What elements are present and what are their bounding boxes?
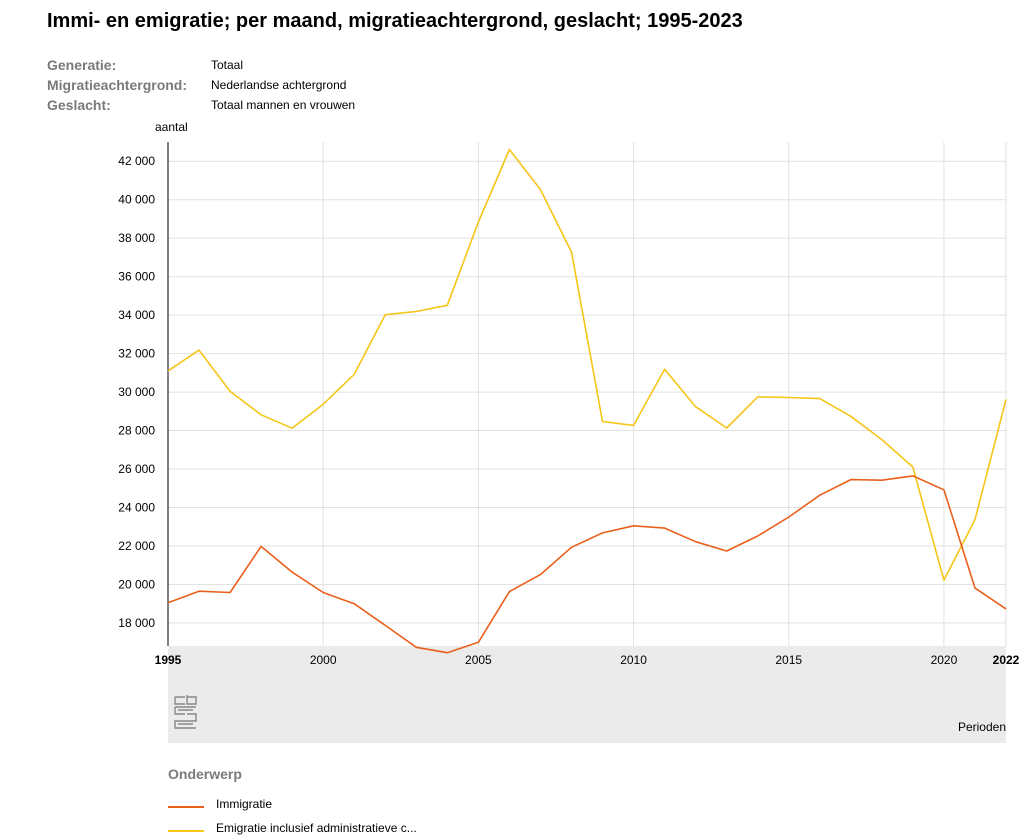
y-tick-label: 28 000 xyxy=(118,424,155,438)
y-tick-label: 34 000 xyxy=(118,308,155,322)
y-tick-label: 20 000 xyxy=(118,577,155,591)
gridlines xyxy=(168,142,1006,646)
legend-label: Immigratie xyxy=(216,797,272,811)
x-tick-label: 2015 xyxy=(775,653,802,667)
legend-title: Onderwerp xyxy=(168,766,417,782)
x-tick-label: 1995 xyxy=(155,653,182,667)
y-tick-label: 18 000 xyxy=(118,616,155,630)
legend-label: Emigratie inclusief administratieve c... xyxy=(216,821,417,835)
x-tick-label: 2022 xyxy=(993,653,1020,667)
y-tick-label: 22 000 xyxy=(118,539,155,553)
series-line-immigratie[interactable] xyxy=(168,476,1006,653)
legend-item-immigratie[interactable]: Immigratie xyxy=(168,792,417,816)
y-tick-label: 24 000 xyxy=(118,500,155,514)
legend-swatch xyxy=(168,830,204,832)
y-axis-label: aantal xyxy=(155,120,188,134)
series-lines xyxy=(168,150,1006,653)
y-tick-label: 40 000 xyxy=(118,193,155,207)
y-tick-label: 36 000 xyxy=(118,270,155,284)
y-tick-label: 26 000 xyxy=(118,462,155,476)
x-axis-band xyxy=(168,646,1006,743)
x-tick-label: 2005 xyxy=(465,653,492,667)
series-line-emigratie[interactable] xyxy=(168,150,1006,581)
legend-item-emigratie[interactable]: Emigratie inclusief administratieve c... xyxy=(168,816,417,840)
y-tick-labels: 18 000 20 000 22 000 24 000 26 000 28 000 30 0… xyxy=(118,154,155,630)
y-tick-label: 42 000 xyxy=(118,154,155,168)
y-tick-label: 38 000 xyxy=(118,231,155,245)
y-tick-label: 32 000 xyxy=(118,347,155,361)
legend-swatch xyxy=(168,806,204,808)
x-tick-label: 2000 xyxy=(310,653,337,667)
legend: Onderwerp Immigratie Emigratie inclusief… xyxy=(168,766,417,840)
x-tick-label: 2020 xyxy=(931,653,958,667)
line-chart: 18 000 20 000 22 000 24 000 26 000 28 000 30 0… xyxy=(0,0,1024,760)
y-tick-label: 30 000 xyxy=(118,385,155,399)
x-axis-label: Perioden xyxy=(958,720,1006,734)
x-tick-label: 2010 xyxy=(620,653,647,667)
